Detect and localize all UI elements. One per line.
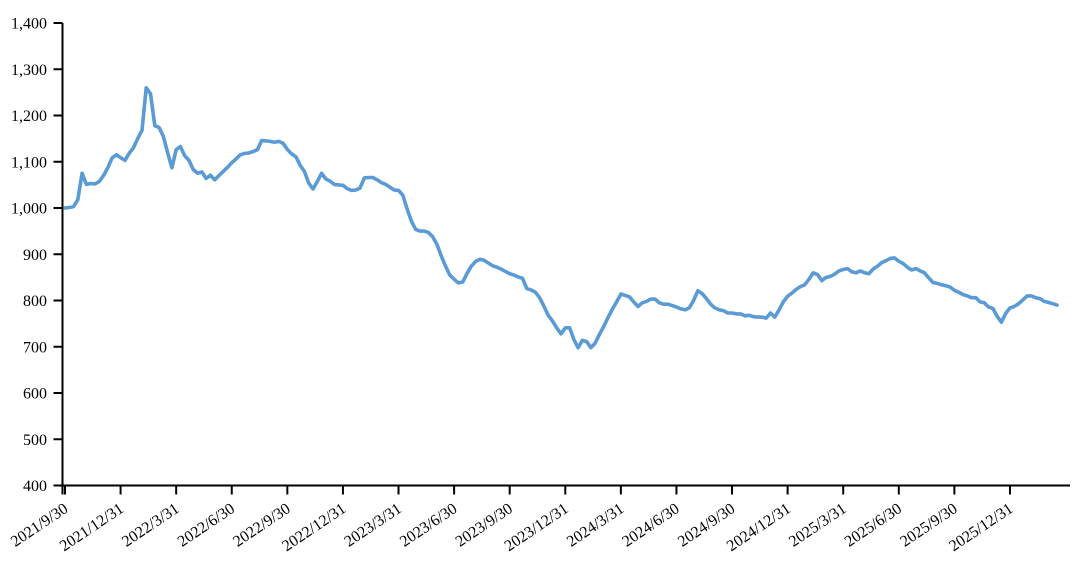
y-tick-label: 900 xyxy=(23,247,47,264)
x-tick-label: 2025/6/30 xyxy=(842,500,905,550)
x-tick-label: 2022/3/31 xyxy=(119,500,182,550)
y-tick-label: 500 xyxy=(23,432,47,449)
y-tick-label: 1,100 xyxy=(11,154,47,171)
y-tick-label: 400 xyxy=(23,478,47,495)
x-tick-label: 2022/12/31 xyxy=(279,500,349,555)
y-tick-label: 800 xyxy=(23,293,47,310)
x-tick-label: 2024/12/31 xyxy=(724,500,794,555)
y-tick-label: 600 xyxy=(23,386,47,403)
x-tick-label: 2025/12/31 xyxy=(946,500,1016,555)
x-axis-ticks: 2021/9/302021/12/312022/3/312022/6/30202… xyxy=(8,485,1016,555)
x-tick-label: 2024/3/31 xyxy=(564,500,627,550)
y-axis-ticks: 1,400 1,300 1,200 1,100 1,000 900 800 700 600 500… xyxy=(11,16,63,495)
x-tick-label: 2021/12/31 xyxy=(57,500,127,555)
x-tick-label: 2023/12/31 xyxy=(502,500,572,555)
x-tick-label: 2025/3/31 xyxy=(786,500,849,550)
y-tick-label: 700 xyxy=(23,339,47,356)
x-tick-label: 2023/6/30 xyxy=(397,500,460,550)
y-tick-label: 1,200 xyxy=(11,108,47,125)
y-tick-label: 1,400 xyxy=(11,16,47,33)
series-line xyxy=(63,86,1059,350)
y-tick-label: 1,000 xyxy=(11,201,47,218)
x-tick-label: 2022/6/30 xyxy=(175,500,238,550)
axes xyxy=(61,23,1070,495)
x-tick-label: 2023/3/31 xyxy=(341,500,404,550)
y-tick-label: 1,300 xyxy=(11,62,47,79)
x-tick-label: 2024/6/30 xyxy=(619,500,682,550)
